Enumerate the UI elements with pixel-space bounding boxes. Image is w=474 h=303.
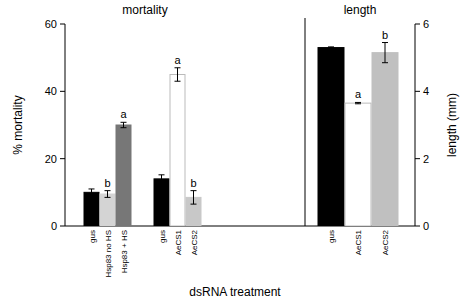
bar bbox=[170, 75, 185, 227]
error-cap bbox=[328, 46, 334, 47]
error-line bbox=[193, 191, 194, 204]
y-tick-label: 0 bbox=[423, 220, 429, 232]
error-bar bbox=[105, 191, 111, 198]
error-cap bbox=[89, 188, 95, 189]
panel-title: length bbox=[344, 3, 377, 17]
y-tick-label: 2 bbox=[423, 153, 429, 165]
significance-letter: b bbox=[104, 177, 110, 189]
error-line bbox=[385, 43, 386, 63]
y-tick-label: 60 bbox=[45, 18, 57, 30]
error-bar bbox=[191, 191, 197, 204]
error-cap bbox=[175, 81, 181, 82]
error-bar bbox=[355, 102, 361, 103]
error-line bbox=[177, 68, 178, 81]
error-cap bbox=[105, 190, 111, 191]
y-tick-label: 4 bbox=[423, 85, 429, 97]
error-cap bbox=[355, 103, 361, 104]
y-tick bbox=[415, 226, 420, 227]
x-tick-label: gus bbox=[158, 230, 167, 243]
y-tick bbox=[60, 24, 65, 25]
error-cap bbox=[191, 204, 197, 205]
panel-divider bbox=[305, 18, 306, 226]
panel-title: mortality bbox=[122, 3, 167, 17]
significance-letter: a bbox=[120, 108, 127, 120]
error-cap bbox=[105, 197, 111, 198]
bars bbox=[318, 43, 398, 226]
significance-letter: a bbox=[174, 54, 181, 66]
error-cap bbox=[328, 48, 334, 49]
significance-letter: b bbox=[382, 29, 388, 41]
bars bbox=[84, 68, 201, 226]
error-cap bbox=[191, 190, 197, 191]
bar bbox=[372, 53, 398, 226]
significance-letter: a bbox=[355, 88, 362, 100]
y-tick-label: 20 bbox=[45, 153, 57, 165]
x-tick-label: AeCS2 bbox=[381, 229, 390, 255]
bar bbox=[154, 179, 169, 226]
error-line bbox=[91, 189, 92, 196]
x-tick-label: AeCS2 bbox=[190, 229, 199, 255]
error-line bbox=[161, 175, 162, 183]
error-bar bbox=[328, 47, 334, 48]
y-tick bbox=[415, 24, 420, 25]
y-tick-label: 6 bbox=[423, 18, 429, 30]
significance-letter: b bbox=[190, 177, 196, 189]
bar bbox=[100, 194, 115, 226]
x-tick-label: AeCS1 bbox=[354, 229, 363, 255]
y-tick bbox=[415, 158, 420, 159]
y-axis-label: % mortality bbox=[11, 95, 25, 154]
y-tick bbox=[60, 158, 65, 159]
y-tick-label: 40 bbox=[45, 85, 57, 97]
x-tick-label: Hsp83 + HS bbox=[120, 230, 129, 273]
y-tick bbox=[415, 91, 420, 92]
error-cap bbox=[355, 102, 361, 103]
y-axis bbox=[415, 24, 416, 226]
x-tick-label: AeCS1 bbox=[174, 229, 183, 255]
x-axis-label: dsRNA treatment bbox=[189, 285, 281, 299]
y-axis bbox=[65, 24, 66, 226]
error-bar bbox=[89, 189, 95, 196]
y-tick bbox=[60, 91, 65, 92]
y-axis-label: length (mm) bbox=[445, 93, 459, 157]
bar bbox=[84, 192, 99, 226]
error-bar bbox=[159, 175, 165, 183]
error-cap bbox=[382, 42, 388, 43]
bar bbox=[318, 48, 344, 226]
error-cap bbox=[159, 174, 165, 175]
error-bar bbox=[121, 122, 127, 127]
error-line bbox=[123, 122, 124, 127]
error-cap bbox=[175, 67, 181, 68]
bar bbox=[345, 103, 371, 226]
x-tick-label: gus bbox=[327, 230, 336, 243]
x-tick-label: Hsp83 no HS bbox=[104, 230, 113, 278]
chart: 0204060% mortalitymortalitygusbHsp83 no … bbox=[0, 0, 474, 303]
error-bar bbox=[382, 43, 388, 63]
y-tick-label: 0 bbox=[51, 220, 57, 232]
y-tick bbox=[60, 226, 65, 227]
error-cap bbox=[159, 182, 165, 183]
bar bbox=[116, 125, 131, 226]
error-cap bbox=[121, 127, 127, 128]
error-cap bbox=[121, 122, 127, 123]
error-cap bbox=[89, 195, 95, 196]
x-tick-label: gus bbox=[88, 230, 97, 243]
error-cap bbox=[382, 62, 388, 63]
error-bar bbox=[175, 68, 181, 81]
error-line bbox=[107, 191, 108, 198]
